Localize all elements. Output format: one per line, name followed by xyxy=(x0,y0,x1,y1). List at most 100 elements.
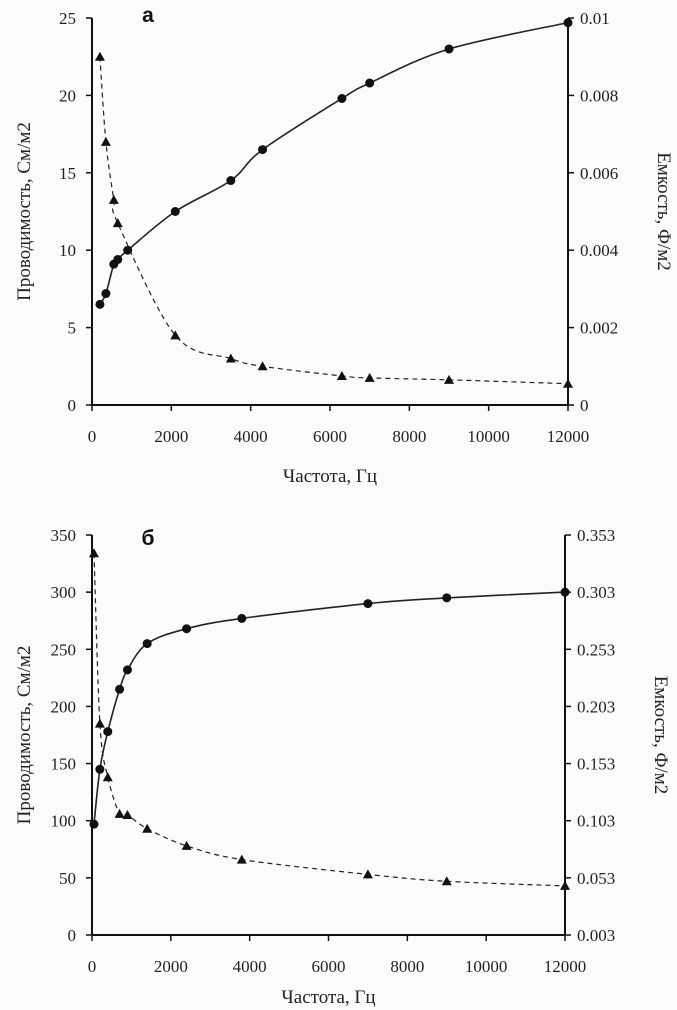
data-point-capacitance xyxy=(563,378,573,388)
y-right-tick-label: 0.01 xyxy=(580,9,610,28)
data-point-conductivity xyxy=(563,18,573,28)
series-line-conductivity xyxy=(93,591,566,825)
x-axis-label: Частота, Гц xyxy=(283,466,377,487)
y-left-tick-label: 50 xyxy=(59,869,76,888)
y-left-tick-label: 350 xyxy=(51,526,77,545)
data-point-capacitance xyxy=(94,51,105,61)
y-right-tick-label: 0.002 xyxy=(580,319,618,338)
x-tick-label: 12000 xyxy=(544,957,587,976)
y-left-tick-label: 25 xyxy=(59,9,76,28)
data-point-capacitance xyxy=(170,330,181,340)
x-tick-label: 2000 xyxy=(154,957,188,976)
data-point-capacitance xyxy=(114,808,125,818)
data-point-conductivity xyxy=(226,176,236,186)
y-left-tick-label: 300 xyxy=(51,583,77,602)
x-tick-label: 6000 xyxy=(313,427,347,446)
data-point-capacitance xyxy=(364,372,375,382)
x-tick-label: 8000 xyxy=(392,427,426,446)
x-tick-label: 12000 xyxy=(547,427,590,446)
y-axis-label-right: Емкость, Ф/м2 xyxy=(653,152,674,271)
data-point-conductivity xyxy=(95,764,105,774)
data-point-capacitance xyxy=(225,353,236,363)
data-point-conductivity xyxy=(89,819,99,829)
y-right-tick-label: 0.303 xyxy=(577,583,615,602)
data-point-conductivity xyxy=(123,245,133,255)
data-point-conductivity xyxy=(363,599,373,609)
x-tick-label: 8000 xyxy=(390,957,424,976)
data-point-conductivity xyxy=(560,587,570,597)
data-point-conductivity xyxy=(122,665,132,675)
data-point-capacitance xyxy=(236,854,247,864)
y-right-tick-label: 0.006 xyxy=(580,164,618,183)
y-right-tick-label: 0.004 xyxy=(580,241,619,260)
data-point-conductivity xyxy=(365,78,375,88)
data-point-capacitance xyxy=(100,136,111,146)
chart-panel-a: 0 2000 4000 6000 8000 10000 12000 0 5 10 15 20 25 0 0.… xyxy=(14,4,674,487)
data-point-capacitance xyxy=(112,218,123,228)
x-tick-label: 2000 xyxy=(154,427,188,446)
data-point-conductivity xyxy=(337,93,347,103)
data-point-capacitance xyxy=(336,370,347,380)
x-tick-label: 4000 xyxy=(233,957,267,976)
y-right-tick-label: 0.003 xyxy=(577,926,615,945)
y-left-tick-label: 20 xyxy=(59,86,76,105)
x-axis-label: Частота, Гц xyxy=(281,987,375,1008)
data-point-capacitance xyxy=(88,548,99,558)
data-point-capacitance xyxy=(181,840,192,850)
x-tick-label: 6000 xyxy=(312,957,346,976)
y-right-tick-label: 0.353 xyxy=(577,526,615,545)
series-line-conductivity xyxy=(99,21,569,305)
data-point-conductivity xyxy=(182,624,192,634)
data-point-capacitance xyxy=(441,876,452,886)
y-left-tick-label: 200 xyxy=(51,697,77,716)
x-tick-label: 10000 xyxy=(467,427,510,446)
series-line-capacitance xyxy=(99,56,569,385)
data-point-conductivity xyxy=(113,254,123,264)
data-point-capacitance xyxy=(142,823,153,833)
data-point-conductivity xyxy=(103,727,113,737)
series-line-capacitance xyxy=(93,553,566,887)
y-left-tick-label: 10 xyxy=(59,241,76,260)
data-point-conductivity xyxy=(442,593,452,603)
y-left-tick-label: 15 xyxy=(59,164,76,183)
data-point-conductivity xyxy=(142,639,152,649)
y-axis-label-right: Емкость, Ф/м2 xyxy=(650,676,671,795)
data-point-capacitance xyxy=(102,772,113,782)
chart-panel-b: 0 2000 4000 6000 8000 10000 12000 0 50 100 150 200 2… xyxy=(14,526,671,1008)
data-point-capacitance xyxy=(94,718,105,728)
y-right-tick-label: 0 xyxy=(580,396,589,415)
panel-label: а xyxy=(142,4,154,27)
x-tick-label: 0 xyxy=(88,957,97,976)
data-point-capacitance xyxy=(108,194,119,204)
y-right-tick-label: 0.203 xyxy=(577,697,615,716)
data-point-conductivity xyxy=(444,44,454,54)
data-point-conductivity xyxy=(101,289,111,299)
y-right-tick-label: 0.008 xyxy=(580,86,618,105)
data-point-conductivity xyxy=(258,145,268,155)
data-point-capacitance xyxy=(257,361,268,371)
y-axis-label-left: Проводимость, См/м2 xyxy=(14,122,35,301)
data-point-capacitance xyxy=(560,880,570,890)
y-left-tick-label: 250 xyxy=(51,640,77,659)
data-point-capacitance xyxy=(444,374,454,384)
y-left-tick-label: 0 xyxy=(68,396,77,415)
data-point-capacitance xyxy=(122,810,133,819)
data-point-conductivity xyxy=(170,207,180,216)
data-point-capacitance xyxy=(362,869,373,879)
y-left-tick-label: 150 xyxy=(51,755,77,774)
x-tick-label: 4000 xyxy=(234,427,268,446)
y-left-tick-label: 100 xyxy=(51,812,77,831)
x-tick-label: 0 xyxy=(88,427,97,446)
panel-label: б xyxy=(142,527,155,550)
y-left-tick-label: 0 xyxy=(68,926,77,945)
data-point-conductivity xyxy=(115,684,125,694)
y-right-tick-label: 0.103 xyxy=(577,812,615,831)
y-right-tick-label: 0.053 xyxy=(577,869,615,888)
x-tick-label: 10000 xyxy=(465,957,508,976)
data-point-conductivity xyxy=(95,299,105,309)
y-right-tick-label: 0.153 xyxy=(577,755,615,774)
y-right-tick-label: 0.253 xyxy=(577,640,615,659)
y-left-tick-label: 5 xyxy=(68,319,77,338)
